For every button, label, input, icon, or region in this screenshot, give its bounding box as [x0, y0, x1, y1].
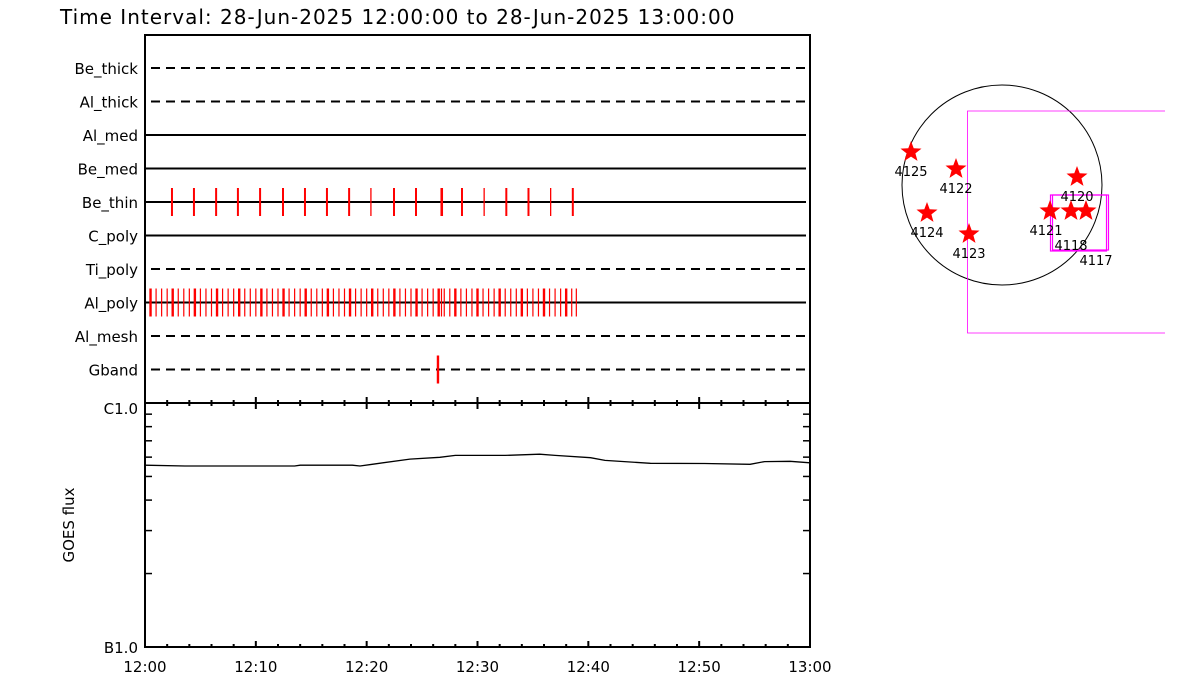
x-tick-label: 12:50	[678, 658, 721, 676]
row-label-ti_poly: Ti_poly	[85, 261, 138, 280]
x-tick-label: 12:20	[345, 658, 388, 676]
active-region-star-icon	[1066, 166, 1088, 186]
active-region-star-icon	[916, 202, 938, 222]
row-label-c_poly: C_poly	[88, 228, 138, 247]
goes-flux-panel: GOES flux C1.0 B1.0	[60, 397, 811, 657]
active-region-star-icon	[945, 158, 967, 178]
active-region-label: 4120	[1060, 190, 1093, 205]
active-region-label: 4117	[1079, 254, 1112, 269]
row-label-al_thick: Al_thick	[80, 94, 139, 113]
x-tick-label: 13:00	[788, 658, 831, 676]
goes-frame	[144, 402, 811, 648]
active-region-label: 4122	[939, 182, 972, 197]
time-axis-labels: 12:00 12:10 12:20 12:30 12:40 12:50 13:00	[123, 658, 831, 676]
active-region-label: 4123	[952, 247, 985, 262]
row-label-be_thin: Be_thin	[82, 194, 138, 213]
row-label-be_med: Be_med	[78, 161, 138, 180]
active-region-star-icon	[1060, 200, 1082, 220]
active-region-label: 4121	[1029, 224, 1062, 239]
x-tick-label: 12:30	[456, 658, 499, 676]
x-tick-label: 12:00	[123, 658, 166, 676]
filter-timeline-panel: Be_thick Al_thick Al_med Be_med Be_thin C_pol…	[74, 34, 811, 404]
active-region-label: 4118	[1054, 239, 1087, 254]
active-region-star-icon	[1039, 200, 1061, 220]
row-label-al_mesh: Al_mesh	[75, 328, 138, 347]
timeline-frame	[144, 34, 811, 404]
active-region-label: 4125	[894, 165, 927, 180]
goes-ytick-bottom: B1.0	[104, 639, 138, 657]
plot-title: Time Interval: 28-Jun-2025 12:00:00 to 2…	[59, 5, 735, 29]
row-label-al_poly: Al_poly	[84, 295, 138, 314]
active-region-star-icon	[1075, 200, 1097, 220]
active-region-star-icon	[958, 223, 980, 243]
row-label-be_thick: Be_thick	[74, 60, 138, 79]
goes-ytick-top: C1.0	[104, 400, 138, 418]
x-tick-label: 12:40	[567, 658, 610, 676]
active-region-label: 4124	[910, 226, 943, 241]
row-label-al_med: Al_med	[83, 127, 138, 146]
x-tick-label: 12:10	[234, 658, 277, 676]
active-region-star-icon	[900, 141, 922, 161]
solar-limb	[901, 84, 1103, 286]
fov-box-small	[1051, 194, 1110, 251]
goes-flux-line	[144, 453, 811, 467]
row-label-gband: Gband	[89, 362, 138, 380]
goes-ylabel: GOES flux	[60, 487, 78, 562]
fov-box-large	[967, 110, 1165, 334]
